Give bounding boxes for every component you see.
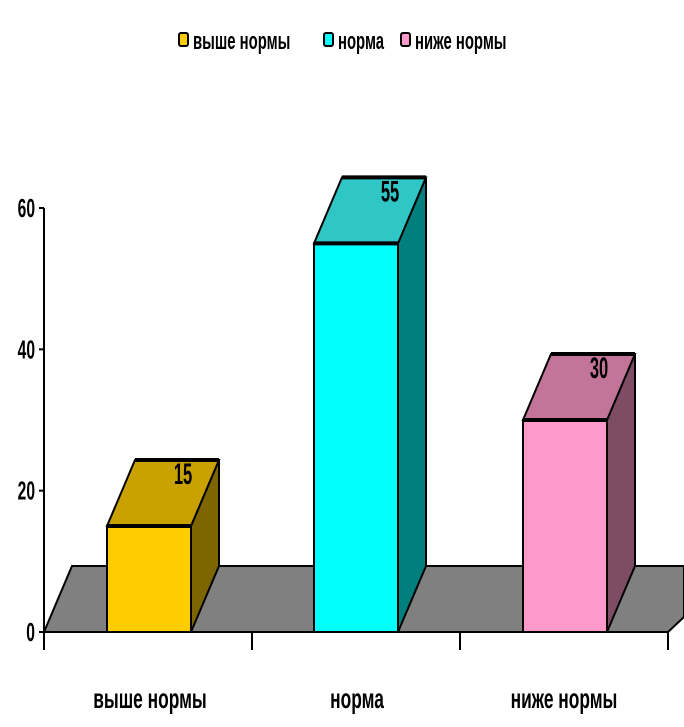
legend-item: выше нормы [178,29,290,55]
bar-2 [312,175,428,633]
legend-item: норма [323,29,385,55]
y-axis-ticks: 0 20 40 60 [18,194,44,647]
data-labels-group: 15 55 30 [174,175,608,491]
y-tick-label: 0 [26,618,35,647]
category-label: выше нормы [93,683,207,714]
bar-1 [105,458,221,633]
y-tick-label: 60 [18,194,35,223]
legend-swatch [323,32,334,47]
data-label: 15 [174,458,192,491]
x-axis-ticks [43,632,669,650]
data-label: 30 [590,352,608,385]
y-tick-label: 40 [18,335,35,364]
bar-side [397,176,427,633]
legend-swatch [400,32,411,47]
data-label: 55 [381,175,399,208]
legend-swatch [178,32,189,47]
chart-legend: выше нормы норма ниже нормы [178,29,507,55]
category-label: норма [330,683,384,714]
bar-3 [521,352,637,633]
category-labels-group: выше нормы норма ниже нормы [93,683,617,714]
legend-label: норма [338,29,385,55]
category-label: ниже нормы [511,683,618,714]
bars-group [105,175,637,633]
legend-label: ниже нормы [415,29,507,55]
legend-item: ниже нормы [400,29,507,55]
bar-front [106,525,192,633]
bar-front [313,242,399,633]
y-tick-label: 20 [18,477,35,506]
legend-label: выше нормы [193,29,290,55]
bar-front [522,419,608,633]
